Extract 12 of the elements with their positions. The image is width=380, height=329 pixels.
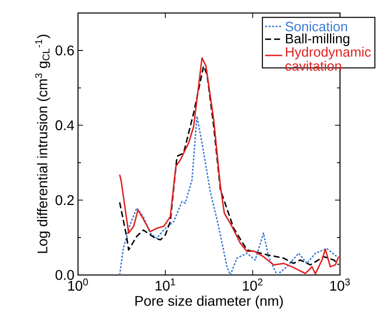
y-tick-label: 0.4 <box>56 120 74 130</box>
legend-label: Ball-milling <box>286 33 350 46</box>
y-tick-label: 0.6 <box>56 45 74 56</box>
y-tick-label: 0.2 <box>56 195 74 206</box>
legend-label: Sonication <box>285 21 348 32</box>
x-tick-label: 10$^{0}$ <box>68 278 88 291</box>
y-tick-label: 0.0 <box>56 270 74 280</box>
x-axis-title: Pore size diameter (nm) <box>135 296 283 309</box>
y-axis-title: Log differential intrusion (cm$^{3}$ g$_{CL}$$^{-1}$) <box>35 34 50 253</box>
x-tick-label: 10$^{3}$ <box>330 278 350 291</box>
x-tick-label: 10$^{1}$ <box>156 278 176 291</box>
x-tick-label: 10$^{2}$ <box>242 278 262 291</box>
